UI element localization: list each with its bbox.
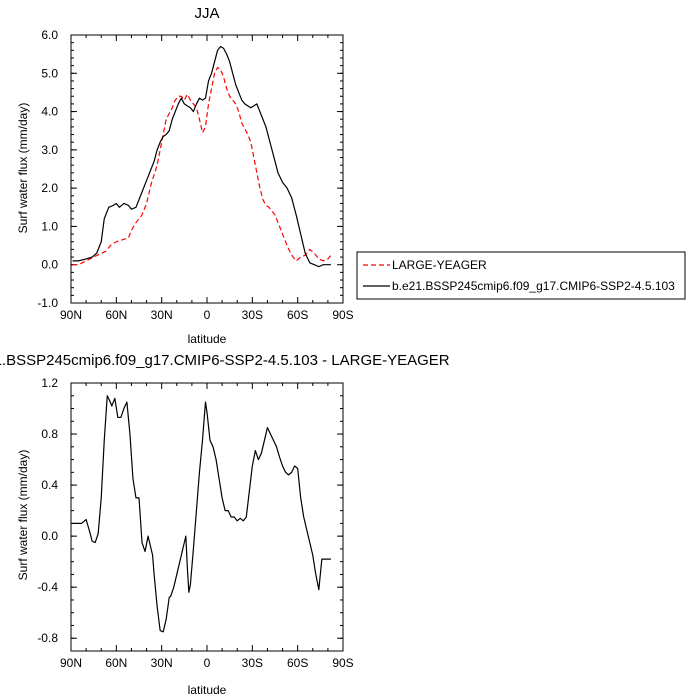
bottom-x-axis-label: latitude	[188, 683, 227, 697]
x-tick-label: 60S	[287, 308, 308, 322]
y-tick-label: 1.2	[41, 376, 58, 390]
top-x-axis-label: latitude	[188, 332, 227, 346]
x-tick-label: 30N	[151, 656, 173, 670]
y-tick-label: 2.0	[41, 181, 58, 195]
legend: LARGE-YEAGER b.e21.BSSP245cmip6.f09_g17.…	[356, 251, 686, 300]
top-chart-title: JJA	[194, 5, 219, 22]
series-line-large-yeager	[72, 66, 332, 266]
y-tick-label: 0.8	[41, 427, 58, 441]
y-tick-label: 4.0	[41, 105, 58, 119]
legend-label-large-yeager: LARGE-YEAGER	[392, 258, 487, 272]
series-line-bssp245	[72, 45, 331, 268]
y-tick-label: -1.0	[37, 296, 58, 310]
legend-box	[356, 251, 686, 300]
x-tick-label: 60S	[287, 656, 308, 670]
y-tick-label: 3.0	[41, 143, 58, 157]
x-tick-label: 60N	[105, 308, 127, 322]
top-y-axis-label: Surf water flux (mm/day)	[16, 103, 30, 234]
x-tick-label: 30N	[151, 308, 173, 322]
bottom-panel: b.e21.BSSP245cmip6.f09_g17.CMIP6-SSP2-4.…	[0, 352, 450, 697]
x-tick-label: 0	[204, 656, 211, 670]
x-tick-label: 30S	[242, 656, 263, 670]
legend-label-bssp245: b.e21.BSSP245cmip6.f09_g17.CMIP6-SSP2-4.…	[392, 279, 675, 293]
x-tick-label: 0	[204, 308, 211, 322]
x-tick-label: 90N	[60, 308, 82, 322]
x-tick-label: 90S	[332, 308, 353, 322]
y-tick-label: 0.0	[41, 529, 58, 543]
y-tick-label: 6.0	[41, 28, 58, 42]
series-line-difference	[72, 395, 331, 633]
x-tick-label: 90S	[332, 656, 353, 670]
y-tick-label: -0.8	[37, 631, 58, 645]
bottom-plot-frame	[70, 382, 344, 652]
y-tick-label: 1.0	[41, 219, 58, 233]
top-plot-frame	[70, 34, 344, 304]
y-tick-label: 0.4	[41, 478, 58, 492]
x-tick-label: 60N	[105, 656, 127, 670]
top-panel: JJA 90N 60N 30N 0 30S 60S 90S -1.0 0.0 1.0 2.0 3.0 4…	[16, 5, 354, 346]
y-tick-label: -0.4	[37, 580, 58, 594]
x-tick-label: 90N	[60, 656, 82, 670]
y-tick-label: 0.0	[41, 258, 58, 272]
bottom-chart-title: b.e21.BSSP245cmip6.f09_g17.CMIP6-SSP2-4.…	[0, 352, 450, 369]
y-tick-label: 5.0	[41, 66, 58, 80]
x-tick-label: 30S	[242, 308, 263, 322]
bottom-y-axis-label: Surf water flux (mm/day)	[16, 450, 30, 581]
